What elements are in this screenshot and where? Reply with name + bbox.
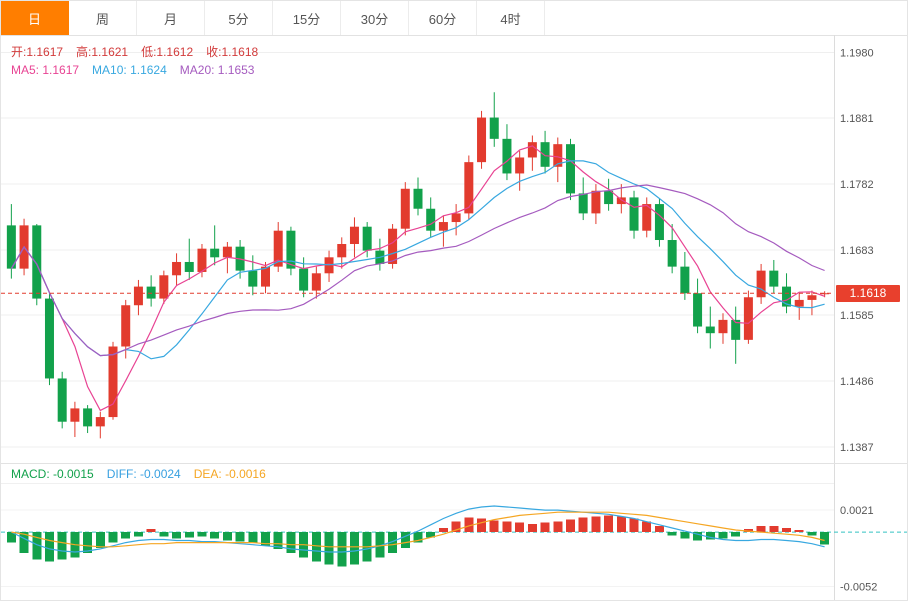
price-axis-label: 1.1980 [840, 47, 874, 59]
candlestick-chart[interactable]: 1.1980 1.1881 1.1782 1.1683 1.1585 1.1486 1.13… [1, 35, 908, 601]
tab-月[interactable]: 月 [137, 1, 205, 35]
timeframe-tabs: 日周月 5分 15分 30分 60分 4时 [1, 1, 907, 36]
price-axis-label: 1.1387 [840, 442, 874, 454]
macd-axis-label: -0.0052 [840, 582, 877, 594]
price-axis-label: 1.1881 [840, 113, 874, 125]
tab-日[interactable]: 日 [1, 1, 69, 35]
tab-15分[interactable]: 15分 [273, 1, 341, 35]
main-grid: 1.1980 1.1881 1.1782 1.1683 1.1585 1.1486 1.13… [1, 47, 874, 454]
price-axis-label: 1.1585 [840, 310, 874, 322]
current-price-badge: 1.1618 [836, 284, 900, 302]
tab-30分[interactable]: 30分 [341, 1, 409, 35]
tab-5分[interactable]: 5分 [205, 1, 273, 35]
price-axis-label: 1.1782 [840, 179, 874, 191]
price-axis-label: 1.1486 [840, 376, 874, 388]
ma20-line [10, 184, 825, 357]
ma10-line [10, 160, 825, 360]
candles-layer [6, 92, 830, 439]
dea-line [11, 511, 825, 548]
tab-4时[interactable]: 4时 [477, 1, 545, 35]
ma5-line [10, 145, 825, 412]
chart-frame [1, 35, 907, 600]
macd-grid: 0.0021 -0.0052 [1, 505, 877, 594]
tab-周[interactable]: 周 [69, 1, 137, 35]
tab-60分[interactable]: 60分 [409, 1, 477, 35]
price-axis-label: 1.1683 [840, 245, 874, 257]
diff-line [11, 505, 825, 553]
macd-axis-label: 0.0021 [840, 505, 874, 517]
macd-histogram [6, 515, 830, 567]
